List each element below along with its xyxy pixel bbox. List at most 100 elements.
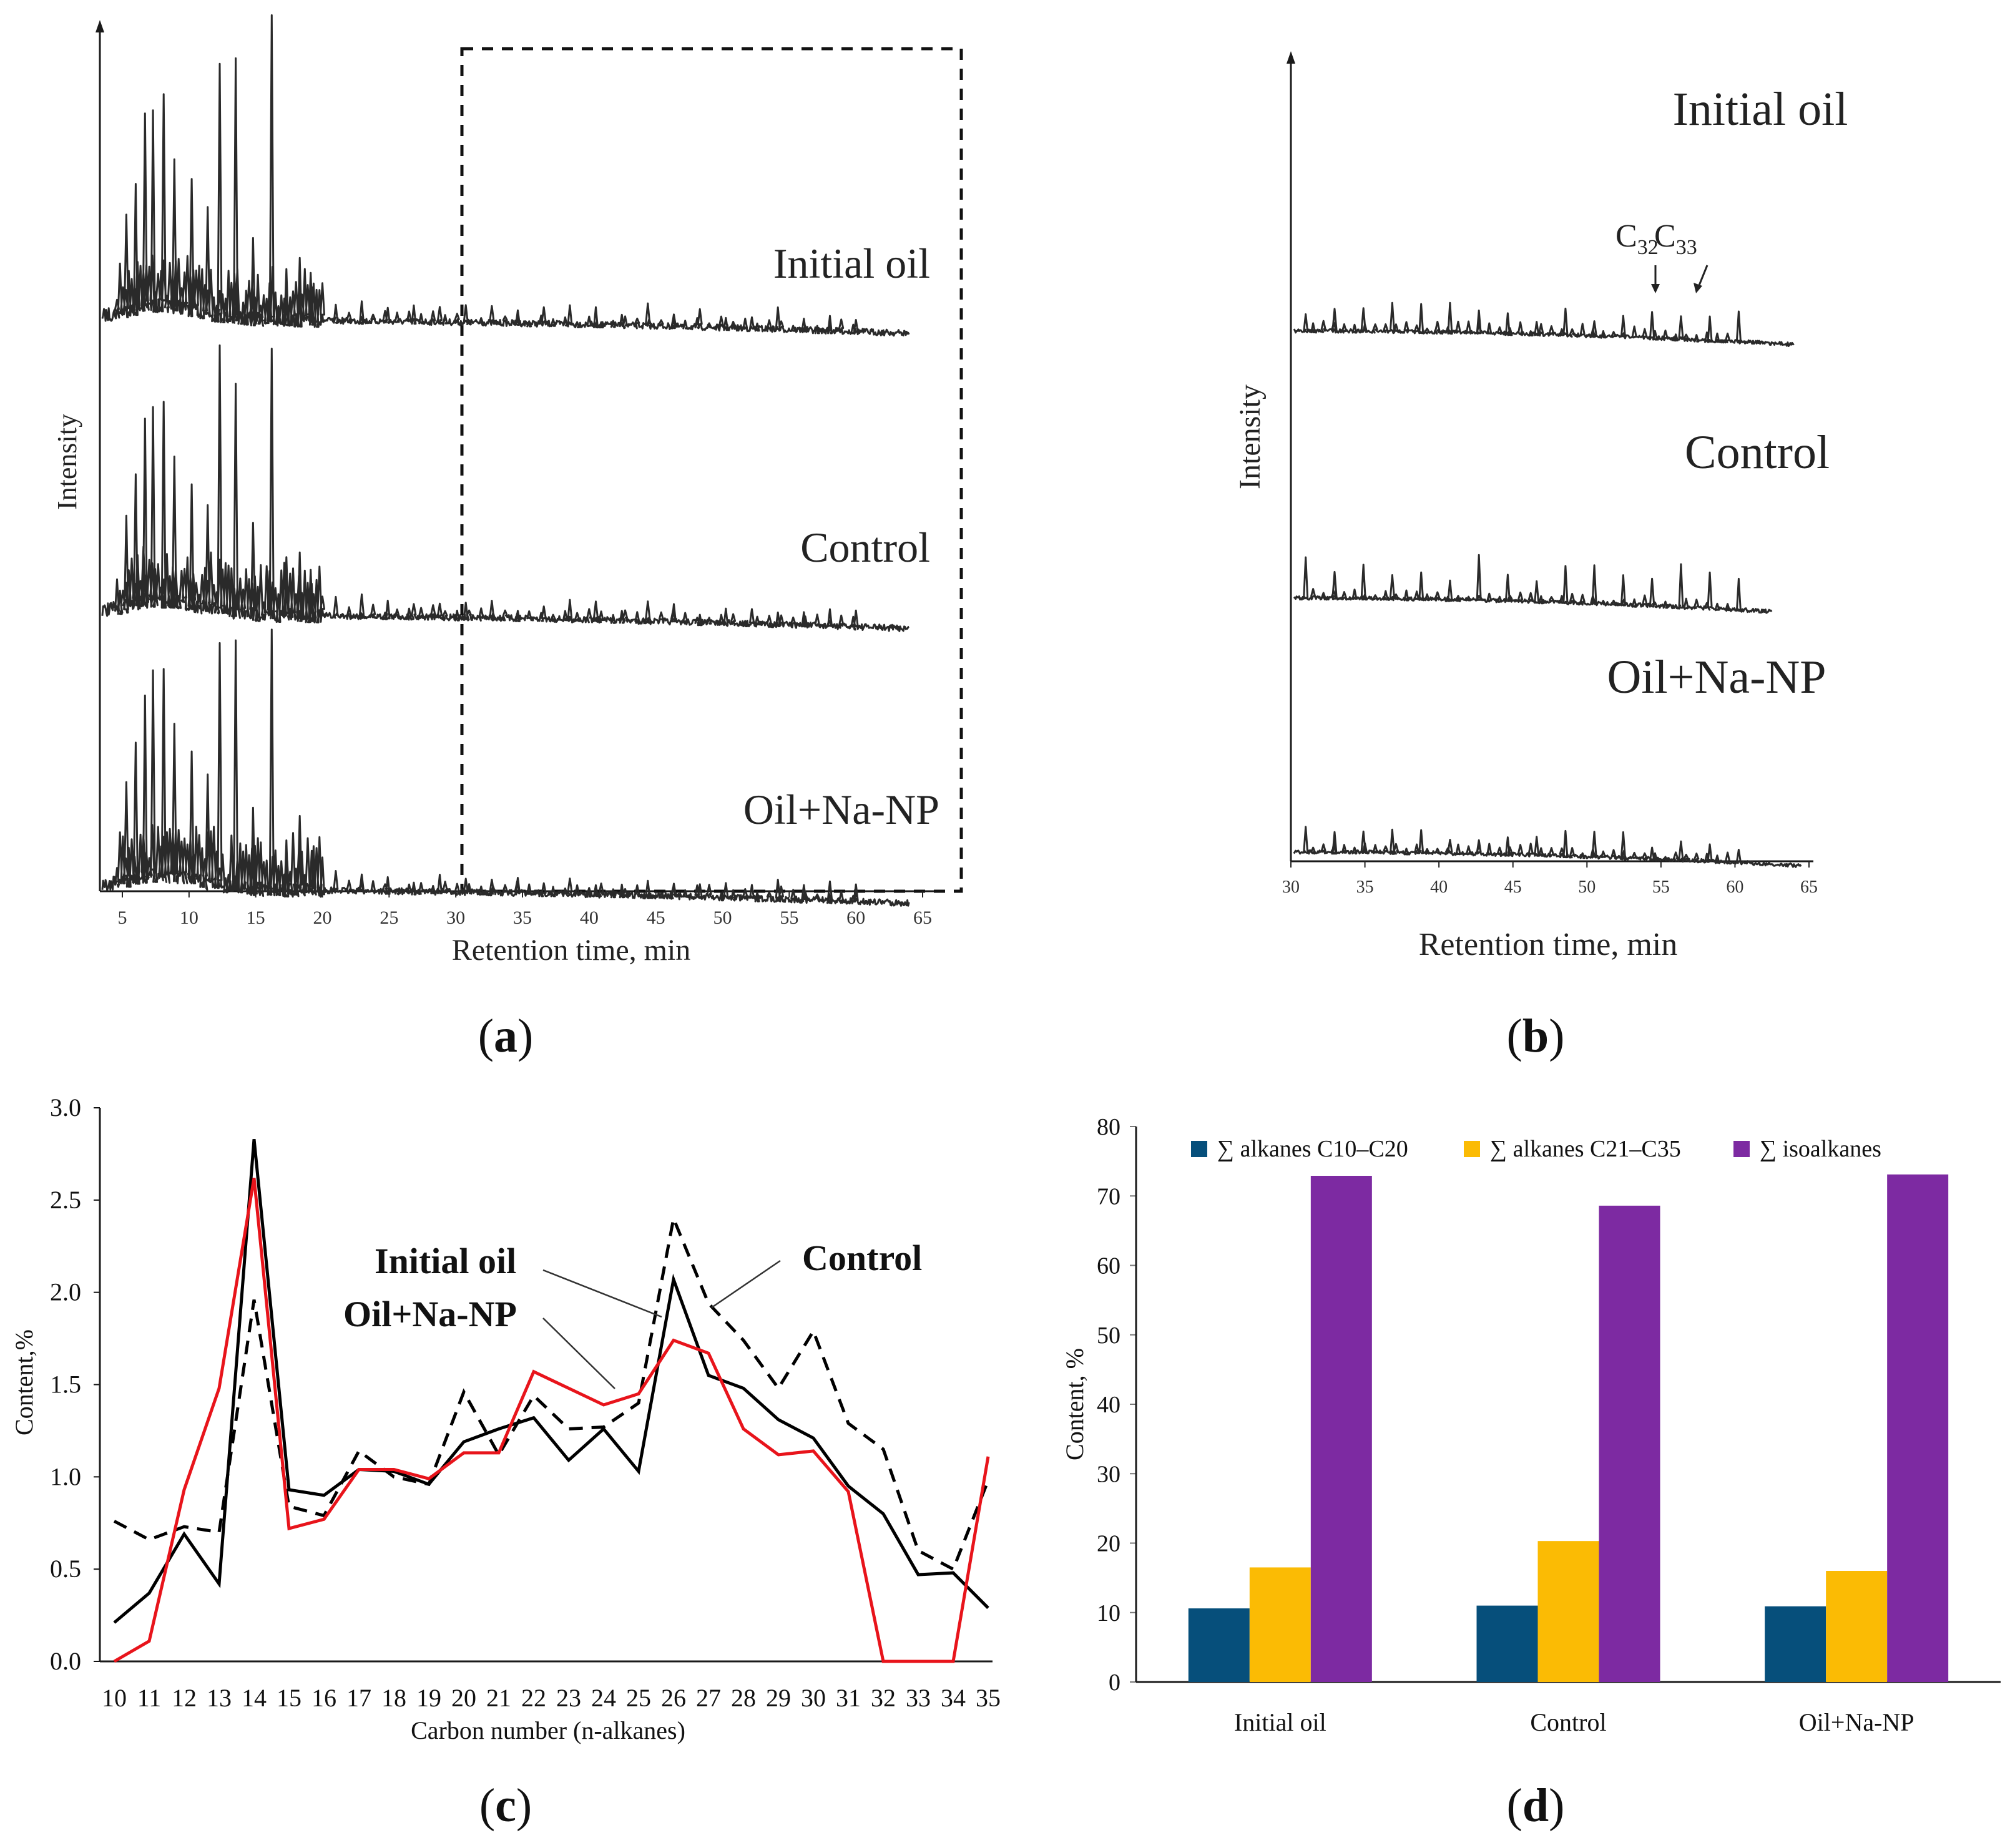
panel-c-y-tick-label: 0.0	[50, 1647, 81, 1675]
panel-b-trace-oil-na-np	[1293, 826, 1802, 868]
panel-c-x-tick-label: 23	[556, 1684, 581, 1712]
panel-a-x-tick-label: 40	[580, 907, 599, 928]
panel-b-caption: (b)	[1507, 1010, 1565, 1062]
panel-a-trace-control	[101, 344, 909, 632]
panel-b-x-tick-label: 30	[1282, 878, 1300, 897]
panel-c-y-tick-label: 3.0	[50, 1093, 81, 1122]
panel-a-x-tick-label: 10	[180, 907, 199, 928]
panel-c-x-tick-label: 26	[661, 1684, 686, 1712]
panel-a-x-tick-label: 20	[313, 907, 332, 928]
panel-d-bar-initial-oil-isoalkanes	[1310, 1175, 1372, 1682]
panel-b-annotation-c33-sub: 33	[1676, 236, 1697, 259]
panel-d-y-tick-label: 60	[1097, 1253, 1120, 1279]
panel-c: 0.0 0.5 1.0 1.5 2.0 2.5 3.0 10 11 12 13 14 15 16 17 18…	[10, 1093, 1001, 1832]
panel-c-x-tick-label: 25	[626, 1684, 651, 1712]
panel-a-y-axis-arrow	[96, 20, 104, 32]
panel-d-legend: ∑ alkanes C10–C20 ∑ alkanes C21–C35 ∑ isoa…	[1191, 1136, 1881, 1162]
panel-d-legend-swatch	[1733, 1141, 1750, 1157]
panel-d-category-label: Control	[1530, 1708, 1606, 1736]
panel-c-y-tick-label: 1.5	[50, 1371, 81, 1399]
panel-c-x-tick-label: 31	[836, 1684, 861, 1712]
panel-d-bar-initial-oil-alkanes-c10-c20	[1188, 1608, 1250, 1682]
panel-d-y-tick-label: 30	[1097, 1461, 1120, 1487]
panel-d-y-tick-label: 0	[1109, 1670, 1120, 1696]
panel-d-y-tick-label: 50	[1097, 1322, 1120, 1349]
panel-c-x-tick-label: 22	[521, 1684, 546, 1712]
panel-b: 30 35 40 45 50 55 60 65 Intensity Retention tim…	[1233, 51, 1848, 1062]
panel-c-x-tick-label: 17	[346, 1684, 371, 1712]
panel-a-x-tick-label: 25	[380, 907, 398, 928]
panel-c-leader-oil-na-np	[542, 1318, 615, 1389]
panel-d-legend-label: ∑ alkanes C21–C35	[1490, 1136, 1681, 1162]
panel-d-y-tick-label: 40	[1097, 1392, 1120, 1418]
panel-d-bar-control-isoalkanes	[1599, 1205, 1660, 1682]
panel-a-x-label: Retention time, min	[452, 934, 691, 967]
panel-c-x-tick-label: 11	[137, 1684, 162, 1712]
panel-a-caption-letter: a	[494, 1010, 517, 1062]
panel-c-series-initial-oil	[113, 1139, 989, 1624]
panel-a-highlight-box	[460, 47, 963, 893]
panel-a-trace-initial-oil	[101, 14, 910, 337]
panel-d-y-ticks: 0 10 20 30 40 50 60 70 80	[1097, 1114, 1136, 1696]
panel-a-caption: (a)	[478, 1010, 534, 1062]
panel-b-annotation-c32-base: C	[1615, 218, 1637, 254]
panel-b-annotation-c33-base: C	[1654, 218, 1676, 254]
panel-d-bars	[1188, 1174, 1949, 1682]
panel-b-trace-control	[1293, 554, 1773, 614]
panel-c-x-tick-label: 10	[102, 1684, 127, 1712]
panel-a-x-tick-label: 35	[513, 907, 532, 928]
panel-b-x-tick-label: 65	[1800, 878, 1818, 897]
panel-c-x-tick-label: 33	[906, 1684, 931, 1712]
panel-a-y-label: Intensity	[52, 414, 82, 510]
panel-a: 5 10 15 20 25 30 35 40 45 50 55 60 65 Intensity Rete…	[52, 14, 963, 1062]
panel-b-x-tick-label: 55	[1652, 878, 1670, 897]
panel-d-categories: Initial oil Control Oil+Na-NP	[1234, 1708, 1914, 1736]
panel-b-trace-label-oil-na-np: Oil+Na-NP	[1607, 651, 1826, 703]
panel-c-leader-initial-oil	[542, 1269, 662, 1318]
panel-c-x-tick-label: 28	[731, 1684, 756, 1712]
panel-b-x-tick-label: 50	[1578, 878, 1596, 897]
panel-a-x-tick-label: 15	[247, 907, 265, 928]
panel-a-trace-oil-na-np	[101, 628, 910, 907]
panel-a-x-tick-label: 30	[446, 907, 465, 928]
panel-c-x-tick-label: 29	[766, 1684, 791, 1712]
panel-b-arrow-c33	[1697, 265, 1708, 289]
panel-d-legend-label: ∑ alkanes C10–C20	[1217, 1136, 1408, 1162]
panel-c-series-control	[113, 1213, 990, 1572]
panel-c-x-tick-label: 21	[486, 1684, 511, 1712]
panel-c-x-tick-label: 12	[172, 1684, 197, 1712]
panel-d-category-label: Initial oil	[1234, 1708, 1326, 1736]
panel-c-x-tick-label: 15	[277, 1684, 302, 1712]
panel-c-label-control: Control	[802, 1238, 922, 1278]
panel-a-trace-label-initial-oil: Initial oil	[773, 240, 930, 287]
panel-a-x-tick-label: 65	[913, 907, 932, 928]
panel-c-series-oil-na-np	[113, 1177, 990, 1663]
svg-text:C32: C32	[1615, 218, 1659, 259]
panel-d: 0 10 20 30 40 50 60 70 80 Initial oil Control Oil+…	[1061, 1114, 2001, 1832]
panel-d-legend-swatch	[1191, 1141, 1207, 1157]
panel-c-x-tick-label: 13	[207, 1684, 232, 1712]
panel-b-x-tick-label: 35	[1356, 878, 1374, 897]
panel-b-x-ticks: 30 35 40 45 50 55 60 65	[1282, 861, 1818, 897]
panel-c-x-tick-label: 19	[416, 1684, 441, 1712]
panel-d-y-tick-label: 70	[1097, 1183, 1120, 1210]
panel-c-x-tick-label: 14	[242, 1684, 267, 1712]
panel-c-x-ticks: 10 11 12 13 14 15 16 17 18 19 20 21 22 23 24 25 26 27 28 29…	[102, 1684, 1001, 1712]
panel-c-x-tick-label: 24	[591, 1684, 616, 1712]
panel-d-bar-control-alkanes-c10-c20	[1476, 1605, 1538, 1682]
panel-c-x-tick-label: 18	[381, 1684, 406, 1712]
panel-c-leader-control	[711, 1259, 781, 1309]
panel-b-annotation-c32: C32	[1615, 218, 1660, 293]
panel-b-trace-initial-oil	[1293, 301, 1795, 347]
panel-d-caption: (d)	[1507, 1779, 1565, 1832]
panel-d-bar-initial-oil-alkanes-c21-c35	[1249, 1567, 1311, 1682]
panel-c-x-tick-label: 27	[696, 1684, 721, 1712]
panel-d-bar-control-alkanes-c21-c35	[1537, 1541, 1599, 1682]
panel-d-y-tick-label: 10	[1097, 1600, 1120, 1626]
panel-c-x-tick-label: 32	[871, 1684, 896, 1712]
panel-d-legend-label: ∑ isoalkanes	[1760, 1136, 1881, 1162]
panel-c-y-tick-label: 2.5	[50, 1186, 81, 1214]
panel-d-legend-swatch	[1464, 1141, 1480, 1157]
panel-c-caption-letter: c	[495, 1779, 516, 1832]
panel-a-x-tick-label: 55	[780, 907, 798, 928]
